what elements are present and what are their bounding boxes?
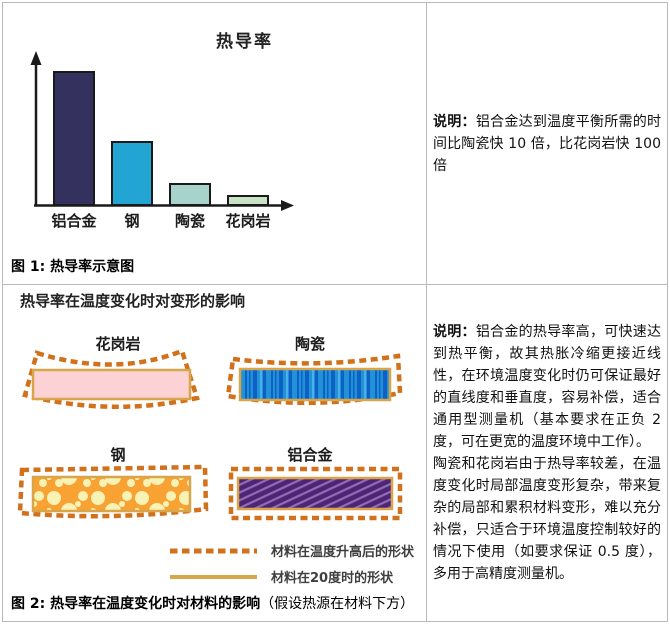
bar-钢 bbox=[111, 141, 153, 206]
bar-category-label: 铝合金 bbox=[51, 212, 97, 230]
steel-label: 钢 bbox=[110, 446, 125, 464]
granite-label: 花岗岩 bbox=[95, 335, 140, 353]
table-row: 热导率 铝合金 钢 陶瓷 花岗岩 图 1: 热导率示意图 说明：铝合金达到温度平衡所需… bbox=[3, 3, 667, 285]
legend: 材料在温度升高后的形状 材料在20度时的形状 bbox=[170, 544, 415, 586]
note2-text: 说明：铝合金的热导率高，可快速达到热平衡，故其热胀冷缩更接近线性，在环境温度变化… bbox=[433, 321, 661, 585]
steel-expanded-outline bbox=[17, 464, 209, 519]
aluminum-expanded-outline bbox=[228, 466, 403, 521]
figure2-cell: 热导率在温度变化时对变形的影响 bbox=[3, 285, 427, 621]
bars-group: 铝合金 钢 陶瓷 花岗岩 bbox=[51, 71, 271, 230]
legend-dashed-label: 材料在温度升高后的形状 bbox=[271, 544, 415, 560]
y-axis-arrow-icon bbox=[30, 51, 42, 65]
note1-label: 说明： bbox=[433, 113, 476, 130]
x-axis-arrow-icon bbox=[281, 200, 294, 211]
figure2-caption-bold: 图 2: 热导率在温度变化时对材料的影响 bbox=[11, 596, 261, 612]
granite-rect bbox=[31, 368, 192, 401]
note2-para2: 陶瓷和花岗岩由于热导率较差，在温度变化时局部温度变形复杂，带来复杂的局部和累积材… bbox=[433, 456, 661, 582]
note1-cell: 说明：铝合金达到温度平衡所需的时间比陶瓷快 10 倍，比花岗岩快 100 倍 bbox=[427, 3, 667, 284]
note2-cell: 说明：铝合金的热导率高，可快速达到热平衡，故其热胀冷缩更接近线性，在环境温度变化… bbox=[427, 285, 667, 621]
note2-para1: 铝合金的热导率高，可快速达到热平衡，故其热胀冷缩更接近线性，在环境温度变化时仍可… bbox=[433, 324, 662, 450]
figure2-title: 热导率在温度变化时对变形的影响 bbox=[20, 292, 246, 310]
granite-expanded-outline bbox=[22, 348, 200, 410]
bar-category-label: 陶瓷 bbox=[175, 212, 205, 230]
steel-rect bbox=[31, 475, 192, 513]
note1-body: 铝合金达到温度平衡所需的时间比陶瓷快 10 倍，比花岗岩快 100 倍 bbox=[433, 113, 662, 174]
note1-text: 说明：铝合金达到温度平衡所需的时间比陶瓷快 10 倍，比花岗岩快 100 倍 bbox=[433, 111, 661, 177]
bar-category-label: 钢 bbox=[124, 212, 139, 230]
bar-category-label: 花岗岩 bbox=[225, 212, 270, 230]
ceramic-shape: 陶瓷 bbox=[225, 335, 403, 406]
figure1-cell: 热导率 铝合金 钢 陶瓷 花岗岩 图 1: 热导率示意图 bbox=[3, 3, 427, 284]
aluminum-label: 铝合金 bbox=[287, 446, 333, 464]
deformation-diagram: 花岗岩 陶瓷 钢 bbox=[17, 335, 415, 586]
ceramic-label: 陶瓷 bbox=[295, 335, 325, 353]
chart-title: 热导率 bbox=[216, 32, 273, 52]
steel-shape: 钢 bbox=[17, 446, 209, 519]
figure1-caption: 图 1: 热导率示意图 bbox=[11, 259, 135, 275]
figure2-caption: 图 2: 热导率在温度变化时对材料的影响（假设热源在材料下方） bbox=[11, 593, 414, 613]
aluminum-shape: 铝合金 bbox=[228, 446, 403, 521]
granite-shape: 花岗岩 bbox=[22, 335, 200, 410]
note2-label: 说明： bbox=[433, 324, 476, 340]
bar-chart: 铝合金 钢 陶瓷 花岗岩 bbox=[30, 51, 294, 230]
aluminum-rect bbox=[236, 476, 394, 511]
legend-solid-label: 材料在20度时的形状 bbox=[271, 570, 394, 586]
bar-铝合金 bbox=[53, 71, 95, 206]
table-row: 热导率在温度变化时对变形的影响 bbox=[3, 285, 667, 621]
ceramic-rect bbox=[238, 367, 392, 402]
bar-陶瓷 bbox=[169, 183, 211, 206]
bar-花岗岩 bbox=[227, 195, 269, 206]
figure2-caption-normal: （假设热源在材料下方） bbox=[260, 596, 415, 612]
